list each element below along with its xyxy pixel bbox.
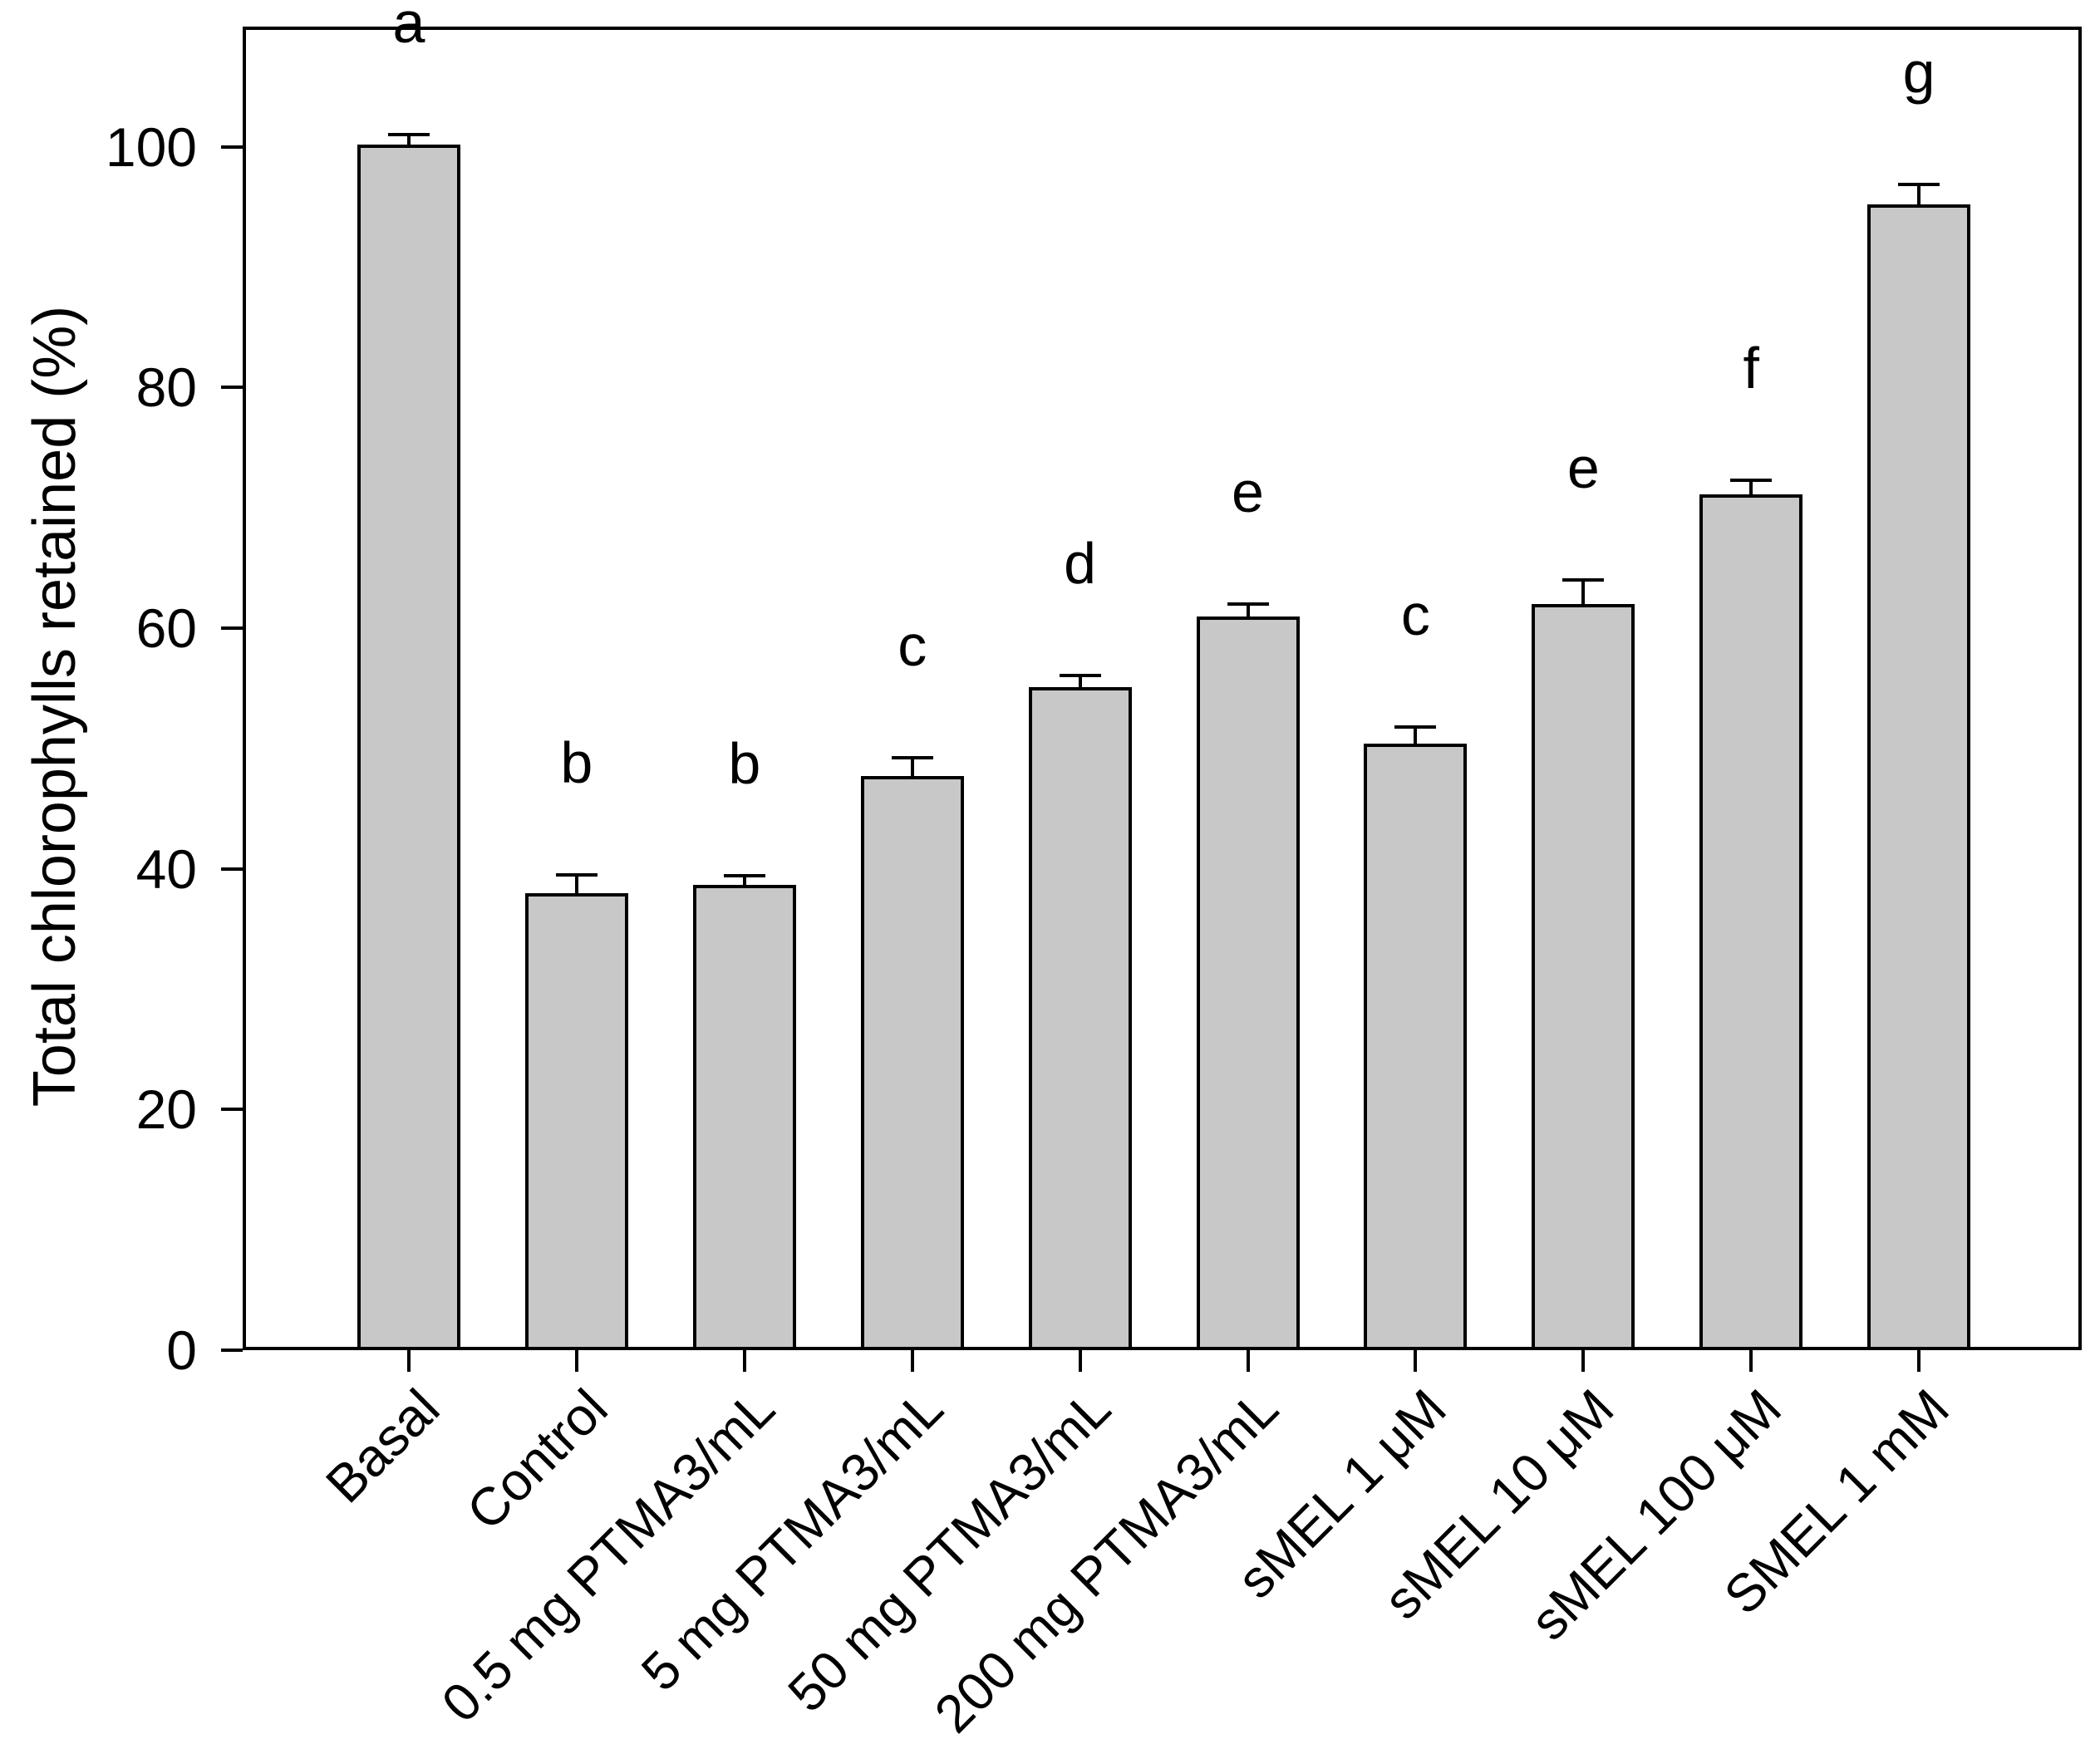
error-bar-cap: [891, 756, 933, 760]
error-bar-stem: [1749, 479, 1753, 499]
bar: [524, 892, 628, 1350]
significance-letter: a: [392, 0, 425, 56]
x-axis-tick-label: 0.5 mg PTMA3/mL: [430, 1378, 787, 1734]
x-axis-tick: [1414, 1350, 1418, 1372]
plot-area: 0 20 40 60 80 100 a Basal b Control b 0.5 mg PTMA3/…: [106, 0, 2082, 1744]
x-axis-tick: [407, 1350, 411, 1372]
error-bar-cap: [1394, 725, 1437, 729]
x-axis-tick: [1078, 1350, 1082, 1372]
error-bar-stem: [1414, 726, 1418, 748]
bar: [1028, 687, 1132, 1350]
error-bar-cap: [1898, 182, 1940, 186]
error-bar-stem: [1581, 580, 1586, 608]
error-bar-cap: [388, 133, 430, 137]
y-axis-tick-label: 20: [135, 1078, 197, 1141]
error-bar-stem: [1917, 184, 1921, 209]
significance-letter: c: [898, 613, 927, 679]
error-bar-stem: [910, 758, 914, 780]
error-bar-cap: [723, 874, 765, 878]
error-bar-stem: [574, 874, 578, 897]
bar: [1196, 616, 1300, 1350]
error-bar-stem: [742, 876, 746, 888]
significance-letter: e: [1566, 435, 1600, 501]
y-axis-title: Total chlorophylls retained (%): [22, 305, 88, 1108]
bar: [1699, 494, 1803, 1350]
plot-border-box: [243, 27, 2082, 1350]
error-bar-stem: [407, 135, 411, 148]
y-axis-tick-label: 0: [166, 1319, 197, 1381]
error-bar-cap: [1562, 578, 1605, 582]
bar: [1867, 204, 1971, 1350]
y-axis-tick-label: 60: [135, 597, 197, 660]
bar: [692, 884, 796, 1350]
bar: [357, 144, 460, 1350]
error-bar-cap: [1059, 673, 1101, 677]
significance-letter: d: [1064, 530, 1097, 596]
y-axis-tick: [221, 145, 243, 149]
x-axis-tick: [1917, 1350, 1921, 1372]
y-axis-tick-label: 80: [135, 356, 197, 419]
x-axis-tick: [910, 1350, 914, 1372]
significance-letter: e: [1232, 459, 1264, 525]
x-axis-tick: [1581, 1350, 1586, 1372]
error-bar-cap: [1227, 602, 1269, 607]
x-axis-tick: [1246, 1350, 1250, 1372]
y-axis-tick: [221, 626, 243, 631]
significance-letter: g: [1902, 39, 1935, 105]
x-axis-tick: [742, 1350, 746, 1372]
error-bar-stem: [1246, 604, 1250, 620]
y-axis-tick: [221, 867, 243, 871]
x-axis-tick: [1749, 1350, 1753, 1372]
y-axis-tick-label: 100: [105, 115, 197, 178]
bar: [860, 776, 964, 1350]
significance-letter: b: [728, 731, 761, 797]
x-axis-tick: [574, 1350, 578, 1372]
x-axis-tick-label: Basal: [314, 1378, 451, 1515]
x-axis-tick-label: 5 mg PTMA3/mL: [629, 1378, 954, 1702]
bar: [1532, 604, 1635, 1350]
significance-letter: b: [560, 730, 593, 795]
x-axis-tick-label: Control: [455, 1378, 619, 1542]
x-axis-tick-label: 50 mg PTMA3/mL: [776, 1378, 1122, 1723]
error-bar-cap: [1730, 478, 1773, 482]
error-bar-cap: [555, 872, 598, 877]
significance-letter: c: [1400, 582, 1430, 647]
y-axis-tick: [221, 1349, 243, 1352]
bar: [1364, 744, 1468, 1350]
significance-letter: f: [1743, 335, 1759, 400]
y-axis-tick: [221, 386, 243, 390]
error-bar-stem: [1078, 675, 1082, 691]
y-axis-tick-label: 40: [135, 838, 197, 900]
y-axis-tick: [221, 1108, 243, 1112]
